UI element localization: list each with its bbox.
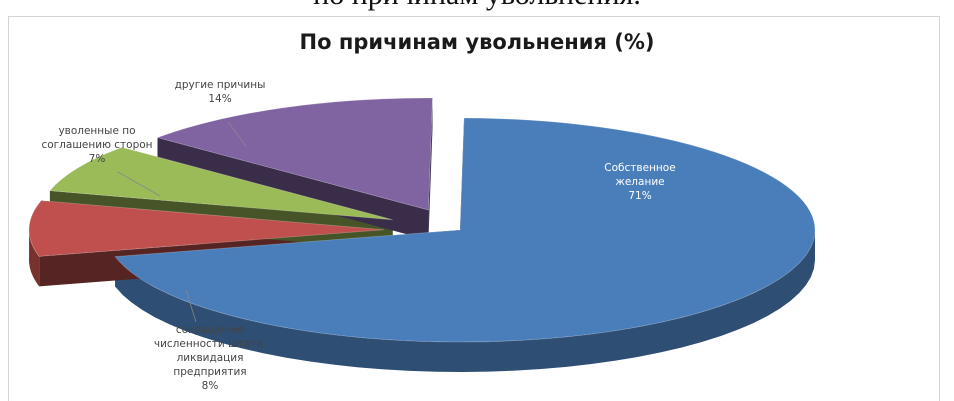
slice-label-other: другие причины 14% bbox=[150, 78, 290, 106]
pie-slice-agreement bbox=[49, 146, 393, 221]
pie-slice-reduction bbox=[28, 200, 385, 257]
slice-label-own-wish-text: Собственное желание bbox=[604, 162, 676, 188]
slice-label-reduction: сокращение численности штата, ликвидация… bbox=[115, 323, 305, 393]
leader-line-agreement bbox=[117, 171, 161, 197]
leader-line-reduction bbox=[185, 289, 197, 323]
slice-label-reduction-text: сокращение численности штата, ликвидация… bbox=[153, 324, 267, 378]
slice-label-own-wish: Собственное желание 71% bbox=[575, 161, 705, 203]
leader-line-other bbox=[227, 121, 247, 147]
pie-side-outer-own-wish bbox=[115, 230, 815, 372]
pie-tops bbox=[28, 97, 816, 343]
slice-label-reduction-value: 8% bbox=[201, 380, 219, 392]
pie-slice-other bbox=[156, 97, 433, 211]
document-heading: по причинам увольнения. bbox=[0, 0, 954, 12]
slice-label-agreement: уволенные по соглашению сторон 7% bbox=[12, 124, 182, 166]
slice-label-agreement-value: 7% bbox=[88, 153, 106, 165]
slice-label-agreement-text: уволенные по соглашению сторон bbox=[41, 125, 153, 151]
slice-label-other-value: 14% bbox=[208, 93, 232, 105]
pie-side-radial-other-1 bbox=[428, 97, 433, 240]
pie-slice-own-wish bbox=[114, 117, 816, 343]
slice-label-other-text: другие причины bbox=[174, 79, 266, 91]
slice-label-own-wish-value: 71% bbox=[628, 190, 652, 202]
pie-side-outer-reduction bbox=[29, 227, 40, 287]
chart-title: По причинам увольнения (%) bbox=[299, 30, 655, 54]
